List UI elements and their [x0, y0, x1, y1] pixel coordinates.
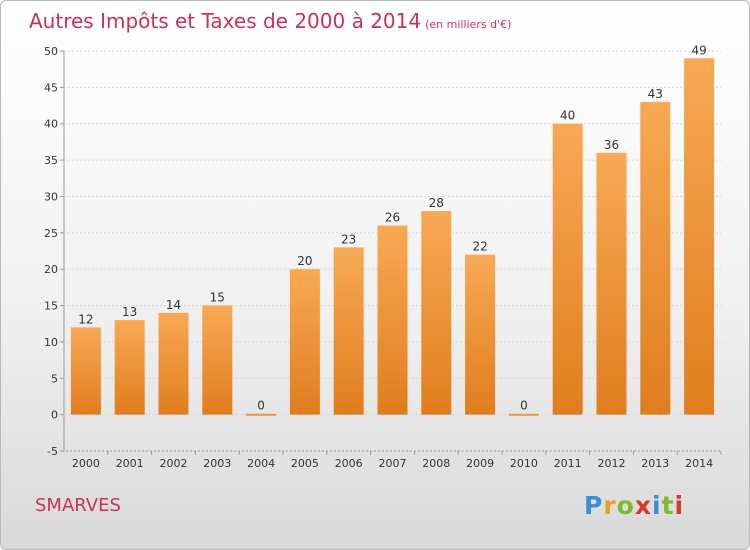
x-tick-label: 2006 [335, 457, 363, 470]
logo-letter: x [634, 491, 652, 520]
y-tick-label: 20 [44, 263, 58, 276]
y-tick-label: 0 [51, 409, 58, 422]
y-tick-label: 35 [44, 154, 58, 167]
data-label: 15 [210, 291, 225, 305]
x-tick-label: 2012 [598, 457, 626, 470]
data-label: 20 [297, 254, 312, 268]
data-label: 36 [604, 138, 619, 152]
x-tick-label: 2009 [466, 457, 494, 470]
logo-letter: P [584, 491, 604, 520]
x-tick-label: 2000 [72, 457, 100, 470]
x-tick-label: 2011 [554, 457, 582, 470]
x-tick-label: 2010 [510, 457, 538, 470]
data-label: 0 [520, 399, 528, 413]
data-label: 43 [648, 87, 663, 101]
bar-2009 [465, 254, 496, 415]
bar-2012 [596, 152, 627, 415]
title-text: Autres Impôts et Taxes de 2000 à 2014 [29, 9, 422, 33]
logo-letter: i [652, 491, 662, 520]
x-tick-label: 2005 [291, 457, 319, 470]
data-label: 40 [560, 109, 575, 123]
data-label: 49 [691, 43, 706, 57]
x-tick-label: 2003 [203, 457, 231, 470]
commune-name: SMARVES [35, 495, 121, 516]
bar-2010 [508, 413, 539, 416]
unit-label: (en milliers d'€) [425, 18, 512, 31]
bar-2014 [684, 58, 715, 415]
y-tick-label: 10 [44, 336, 58, 349]
y-tick-label: 50 [44, 45, 58, 58]
logo-letter: o [616, 491, 635, 520]
bar-2002 [158, 312, 189, 415]
bar-2007 [377, 225, 408, 415]
y-tick-label: 5 [51, 372, 58, 385]
y-tick-label: 40 [44, 118, 58, 131]
data-label: 14 [166, 298, 181, 312]
logo-letter: i [674, 491, 685, 520]
y-tick-label: 45 [44, 81, 58, 94]
data-label: 12 [78, 312, 93, 326]
bar-2005 [289, 269, 320, 415]
bar-2013 [640, 101, 671, 415]
data-label: 22 [472, 240, 487, 254]
x-tick-label: 2004 [247, 457, 275, 470]
bar-2011 [552, 123, 583, 415]
y-tick-label: -5 [47, 445, 58, 458]
bar-2003 [202, 305, 233, 415]
data-label: 0 [257, 399, 265, 413]
bar-2000 [70, 327, 101, 415]
data-label: 28 [429, 196, 444, 210]
x-tick-label: 2014 [685, 457, 713, 470]
data-label: 23 [341, 232, 356, 246]
x-tick-label: 2001 [116, 457, 144, 470]
y-tick-label: 15 [44, 300, 58, 313]
bar-2001 [114, 320, 145, 415]
x-tick-label: 2007 [379, 457, 407, 470]
x-tick-label: 2008 [422, 457, 450, 470]
x-tick-label: 2013 [641, 457, 669, 470]
y-tick-label: 30 [44, 190, 58, 203]
data-label: 26 [385, 211, 400, 225]
bar-2004 [246, 413, 277, 416]
logo-letter: t [661, 491, 675, 520]
logo-letter: r [603, 491, 617, 520]
bar-2006 [333, 247, 364, 415]
chart-title: Autres Impôts et Taxes de 2000 à 2014 (en… [29, 9, 511, 33]
proxiti-logo: Proxiti [584, 491, 684, 520]
data-label: 13 [122, 305, 137, 319]
bar-2008 [421, 211, 452, 415]
x-tick-label: 2002 [160, 457, 188, 470]
y-tick-label: 25 [44, 227, 58, 240]
